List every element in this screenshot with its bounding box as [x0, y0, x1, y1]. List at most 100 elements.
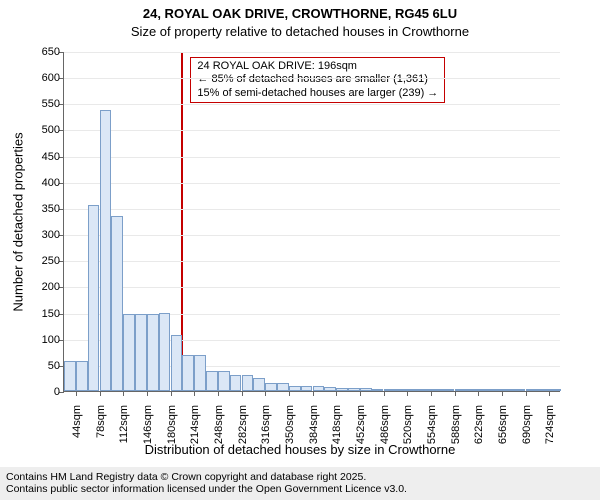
- y-tick-label: 300: [42, 229, 64, 241]
- x-tick: [265, 391, 266, 396]
- histogram-bar: [395, 389, 407, 391]
- x-tick-label: 690sqm: [519, 405, 533, 444]
- x-tick-label: 622sqm: [471, 405, 485, 444]
- x-tick: [455, 391, 456, 396]
- gridline: [64, 104, 560, 105]
- histogram-bar: [324, 387, 336, 391]
- gridline: [64, 52, 560, 53]
- gridline: [64, 261, 560, 262]
- footer: Contains HM Land Registry data © Crown c…: [0, 467, 600, 500]
- histogram-bar: [171, 335, 183, 391]
- x-tick: [242, 391, 243, 396]
- y-tick-label: 550: [42, 98, 64, 110]
- histogram-bar: [455, 389, 467, 391]
- x-tick-label: 282sqm: [235, 405, 249, 444]
- histogram-bar: [537, 389, 549, 391]
- x-tick: [313, 391, 314, 396]
- histogram-bar: [111, 216, 123, 391]
- chart-subtitle: Size of property relative to detached ho…: [0, 24, 600, 39]
- x-tick: [194, 391, 195, 396]
- histogram-bar: [384, 389, 396, 391]
- x-tick-label: 44sqm: [69, 405, 83, 438]
- histogram-bar: [466, 389, 478, 391]
- callout-line-2: ← 85% of detached houses are smaller (1,…: [197, 73, 438, 86]
- x-tick-label: 724sqm: [542, 405, 556, 444]
- footer-line-2: Contains public sector information licen…: [6, 483, 594, 496]
- x-tick: [431, 391, 432, 396]
- histogram-bar: [502, 389, 514, 391]
- histogram-bar: [372, 389, 384, 391]
- histogram-bar: [265, 383, 277, 391]
- histogram-bar: [490, 389, 502, 391]
- gridline: [64, 130, 560, 131]
- histogram-bar: [313, 386, 325, 391]
- histogram-bar: [336, 388, 348, 391]
- chart-title: 24, ROYAL OAK DRIVE, CROWTHORNE, RG45 6L…: [0, 6, 600, 21]
- y-tick-label: 150: [42, 308, 64, 320]
- x-tick-label: 78sqm: [93, 405, 107, 438]
- x-tick: [171, 391, 172, 396]
- x-tick: [407, 391, 408, 396]
- gridline: [64, 157, 560, 158]
- x-tick-label: 486sqm: [377, 405, 391, 444]
- callout-box: 24 ROYAL OAK DRIVE: 196sqm ← 85% of deta…: [190, 57, 445, 103]
- gridline: [64, 78, 560, 79]
- x-tick-label: 554sqm: [424, 405, 438, 444]
- y-tick-label: 200: [42, 281, 64, 293]
- y-tick-label: 50: [48, 360, 64, 372]
- x-tick: [289, 391, 290, 396]
- histogram-bar: [407, 389, 419, 391]
- histogram-bar: [289, 386, 301, 391]
- histogram-bar: [301, 386, 313, 391]
- x-tick: [526, 391, 527, 396]
- histogram-bar: [135, 314, 147, 391]
- y-tick-label: 500: [42, 124, 64, 136]
- histogram-bar: [348, 388, 360, 391]
- callout-line-1: 24 ROYAL OAK DRIVE: 196sqm: [197, 60, 438, 73]
- footer-line-1: Contains HM Land Registry data © Crown c…: [6, 471, 594, 484]
- x-tick: [76, 391, 77, 396]
- x-tick-label: 214sqm: [187, 405, 201, 444]
- histogram-bar: [514, 389, 526, 391]
- histogram-bar: [123, 314, 135, 391]
- y-tick-label: 0: [54, 386, 64, 398]
- x-tick: [360, 391, 361, 396]
- x-tick: [384, 391, 385, 396]
- histogram-bar: [443, 389, 455, 391]
- gridline: [64, 235, 560, 236]
- y-tick-label: 650: [42, 46, 64, 58]
- gridline: [64, 287, 560, 288]
- y-tick-label: 100: [42, 334, 64, 346]
- x-tick-label: 588sqm: [448, 405, 462, 444]
- histogram-bar: [218, 371, 230, 391]
- histogram-bar: [478, 389, 490, 391]
- histogram-bar: [242, 375, 254, 391]
- histogram-bar: [277, 383, 289, 391]
- histogram-bar: [159, 313, 171, 391]
- histogram-bar: [194, 355, 206, 391]
- histogram-bar: [431, 389, 443, 391]
- x-tick: [218, 391, 219, 396]
- x-tick: [502, 391, 503, 396]
- x-axis-title: Distribution of detached houses by size …: [0, 442, 600, 457]
- x-tick-label: 316sqm: [258, 405, 272, 444]
- histogram-bar: [526, 389, 538, 391]
- y-tick-label: 250: [42, 255, 64, 267]
- y-tick-label: 450: [42, 151, 64, 163]
- x-tick: [123, 391, 124, 396]
- x-tick: [478, 391, 479, 396]
- histogram-bar: [88, 205, 100, 391]
- callout-line-3: 15% of semi-detached houses are larger (…: [197, 87, 438, 100]
- gridline: [64, 183, 560, 184]
- histogram-bar: [253, 378, 265, 391]
- x-tick-label: 112sqm: [116, 405, 130, 443]
- histogram-bar: [419, 389, 431, 391]
- x-tick: [336, 391, 337, 396]
- histogram-bar: [230, 375, 242, 391]
- histogram-bar: [182, 355, 194, 391]
- x-tick-label: 656sqm: [495, 405, 509, 444]
- histogram-bar: [76, 361, 88, 391]
- y-tick-label: 350: [42, 203, 64, 215]
- y-tick-label: 400: [42, 177, 64, 189]
- histogram-bar: [64, 361, 76, 391]
